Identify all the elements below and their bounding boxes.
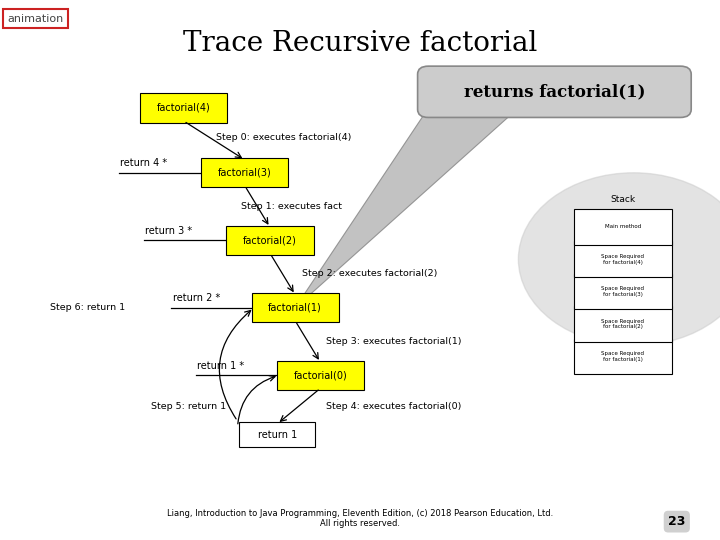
Text: Step 0: executes factorial(4): Step 0: executes factorial(4) [216, 133, 351, 142]
Circle shape [518, 173, 720, 346]
Text: factorial(1): factorial(1) [269, 303, 322, 313]
FancyBboxPatch shape [252, 293, 339, 322]
Text: Step 2: executes factorial(2): Step 2: executes factorial(2) [302, 269, 438, 278]
FancyBboxPatch shape [574, 274, 672, 309]
FancyBboxPatch shape [226, 226, 314, 255]
Text: Stack: Stack [611, 195, 635, 204]
Text: return 1: return 1 [258, 430, 297, 440]
Text: animation: animation [7, 14, 63, 24]
Text: return 3 *: return 3 * [145, 226, 196, 236]
Text: Step 6: return 1: Step 6: return 1 [50, 303, 125, 312]
Text: return 1 *: return 1 * [197, 361, 248, 371]
FancyBboxPatch shape [239, 422, 315, 447]
Text: Liang, Introduction to Java Programming, Eleventh Edition, (c) 2018 Pearson Educ: Liang, Introduction to Java Programming,… [167, 509, 553, 528]
Text: factorial(2): factorial(2) [243, 235, 297, 245]
Text: Main method: Main method [605, 224, 641, 230]
Text: returns factorial(1): returns factorial(1) [464, 83, 645, 100]
Text: Space Required
for factorial(4): Space Required for factorial(4) [601, 254, 644, 265]
Text: Space Required
for factorial(1): Space Required for factorial(1) [601, 351, 644, 362]
Text: Step 4: executes factorial(0): Step 4: executes factorial(0) [326, 402, 462, 410]
FancyBboxPatch shape [574, 339, 672, 374]
Text: 23: 23 [668, 515, 685, 528]
Text: factorial(0): factorial(0) [294, 370, 347, 380]
Text: factorial(3): factorial(3) [218, 168, 271, 178]
FancyBboxPatch shape [202, 158, 288, 187]
Text: Step 1: executes fact: Step 1: executes fact [241, 202, 342, 211]
Text: return 2 *: return 2 * [173, 293, 223, 303]
FancyBboxPatch shape [140, 93, 228, 123]
FancyBboxPatch shape [574, 306, 672, 342]
Text: Trace Recursive factorial: Trace Recursive factorial [183, 30, 537, 57]
Text: return 4 *: return 4 * [120, 158, 171, 168]
FancyBboxPatch shape [574, 209, 672, 245]
Text: Space Required
for factorial(2): Space Required for factorial(2) [601, 319, 644, 329]
Text: Step 3: executes factorial(1): Step 3: executes factorial(1) [326, 337, 462, 346]
Text: Space Required
for factorial(3): Space Required for factorial(3) [601, 286, 644, 297]
Text: factorial(4): factorial(4) [157, 103, 210, 113]
Text: Step 5: return 1: Step 5: return 1 [151, 402, 226, 410]
FancyBboxPatch shape [418, 66, 691, 117]
FancyBboxPatch shape [277, 361, 364, 390]
Polygon shape [295, 108, 518, 308]
FancyBboxPatch shape [574, 241, 672, 277]
